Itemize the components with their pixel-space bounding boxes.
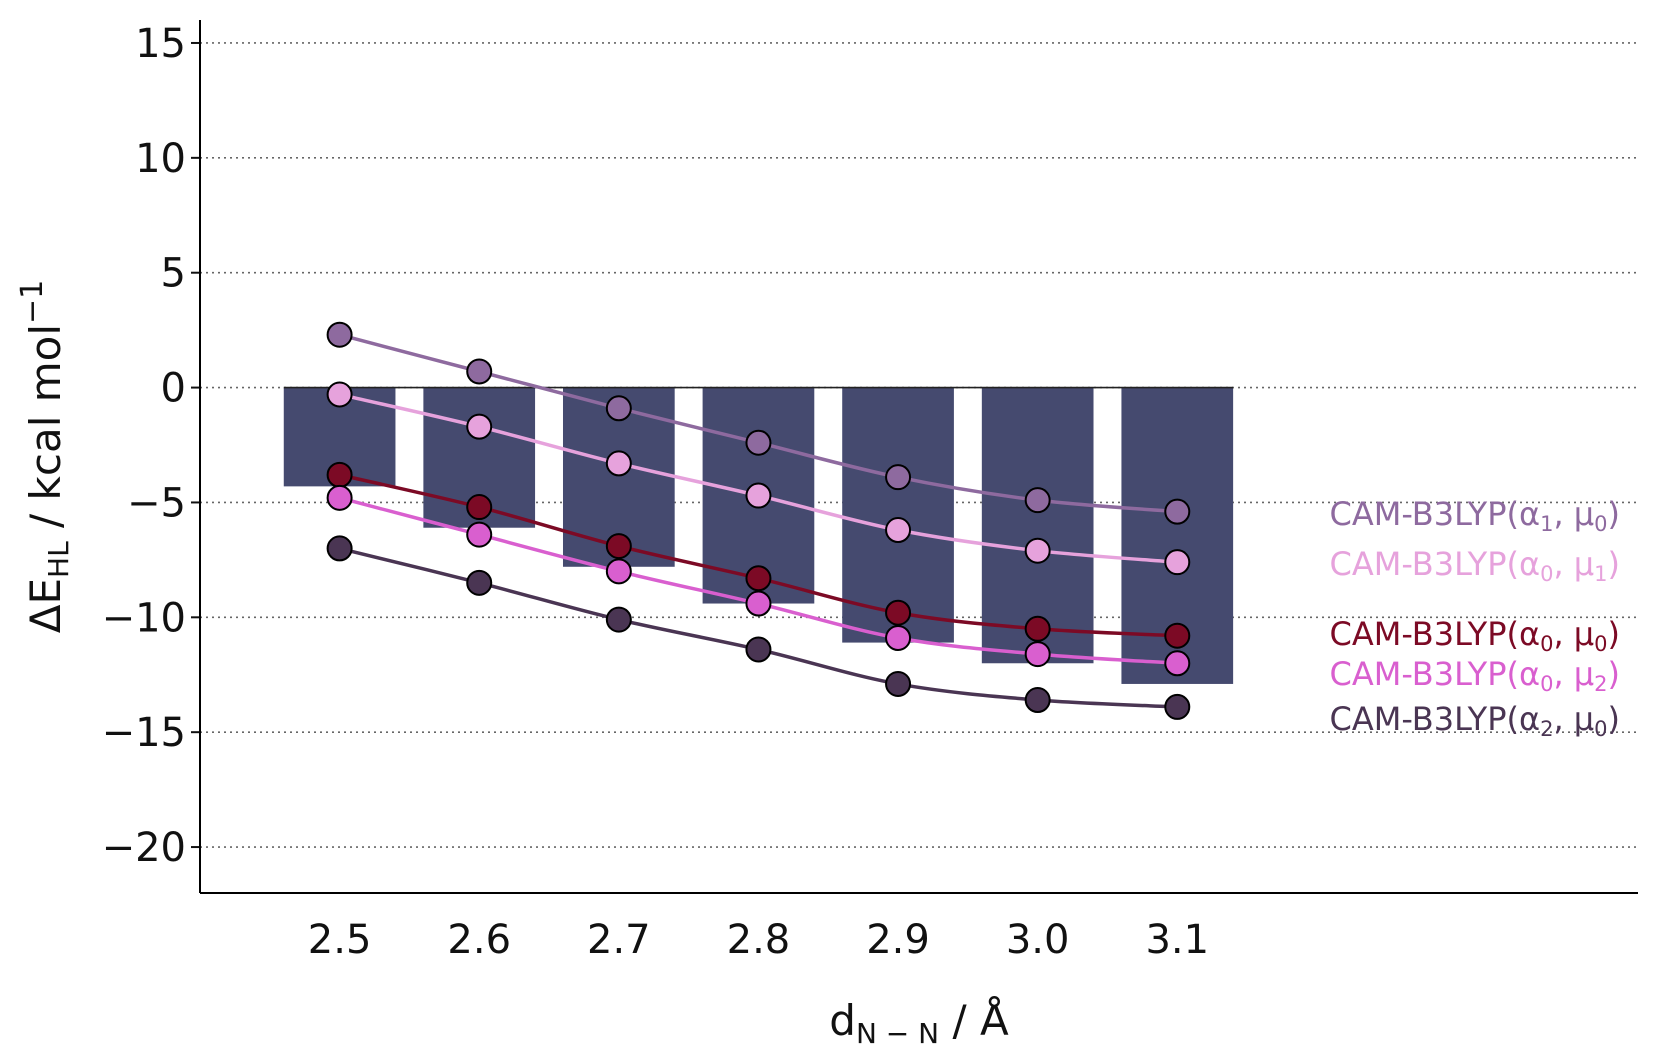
tick-labels: 15 10 5 0 −5 −10 −15 −20 2.5 2.6 2.7 2.8 2.9 3.0 3.1 <box>102 21 1210 963</box>
data-point <box>745 565 772 592</box>
y-axis-label-rest: / kcal mol <box>21 324 70 541</box>
y-axis-label-sup: −1 <box>15 280 50 324</box>
y-tick-label: 10 <box>135 136 186 182</box>
data-point <box>1024 487 1051 514</box>
y-axis-label: ΔEHL / kcal mol−1 <box>15 280 75 633</box>
x-tick-label: 2.6 <box>447 917 511 963</box>
legend: CAM-B3LYP(α1, μ0) CAM-B3LYP(α0, μ1) CAM-B3… <box>1330 495 1621 741</box>
axes <box>191 20 1638 894</box>
y-tick-label: −15 <box>102 710 186 756</box>
x-tick-label: 3.1 <box>1145 917 1209 963</box>
x-axis-label-rest: / Å <box>939 995 1009 1045</box>
data-point <box>466 494 493 521</box>
data-point <box>466 569 493 596</box>
data-point <box>1024 615 1051 642</box>
y-tick-label: 15 <box>135 21 186 67</box>
x-tick-label: 2.7 <box>587 917 651 963</box>
data-point <box>326 484 353 511</box>
data-point <box>466 521 493 548</box>
legend-entry: CAM-B3LYP(α0, μ1) <box>1330 545 1621 586</box>
data-point <box>605 533 632 560</box>
data-point <box>466 358 493 385</box>
x-tick-label: 2.8 <box>727 917 791 963</box>
data-point <box>745 590 772 617</box>
data-point <box>745 482 772 509</box>
y-tick-label: −20 <box>102 825 186 871</box>
data-point <box>466 413 493 440</box>
y-axis-label-sub: HL <box>42 541 75 578</box>
data-point <box>1024 537 1051 564</box>
legend-entry: CAM-B3LYP(α2, μ0) <box>1330 700 1621 741</box>
line-series <box>326 321 1191 720</box>
data-point <box>605 558 632 585</box>
data-point <box>326 381 353 408</box>
x-tick-label: 3.0 <box>1006 917 1070 963</box>
data-point <box>885 464 912 491</box>
data-point <box>605 395 632 422</box>
legend-entry: CAM-B3LYP(α0, μ2) <box>1330 655 1621 696</box>
data-point <box>885 670 912 697</box>
data-point <box>745 429 772 456</box>
y-tick-label: 5 <box>161 251 186 297</box>
data-point <box>885 517 912 544</box>
data-point <box>1164 549 1191 576</box>
data-point <box>326 321 353 348</box>
data-point <box>1024 687 1051 714</box>
legend-entry: CAM-B3LYP(α1, μ0) <box>1330 495 1621 536</box>
data-point <box>605 450 632 477</box>
x-axis-label-main: d <box>829 996 856 1045</box>
data-point <box>745 636 772 663</box>
y-axis-label-main: ΔE <box>21 578 70 633</box>
data-point <box>1024 641 1051 668</box>
data-point <box>1164 622 1191 649</box>
y-tick-label: −10 <box>102 595 186 641</box>
legend-entry: CAM-B3LYP(α0, μ0) <box>1330 615 1621 656</box>
x-tick-label: 2.5 <box>308 917 372 963</box>
data-point <box>1164 650 1191 677</box>
data-point <box>1164 498 1191 525</box>
y-tick-label: −5 <box>127 480 186 526</box>
data-point <box>326 535 353 562</box>
x-axis-label-sub: N − N <box>856 1017 939 1050</box>
x-tick-label: 2.9 <box>866 917 930 963</box>
y-tick-label: 0 <box>161 366 186 412</box>
data-point <box>1164 693 1191 720</box>
data-point <box>885 624 912 651</box>
x-axis-label: dN − N / Å <box>829 995 1009 1050</box>
data-point <box>885 599 912 626</box>
data-point <box>326 461 353 488</box>
data-point <box>605 606 632 633</box>
